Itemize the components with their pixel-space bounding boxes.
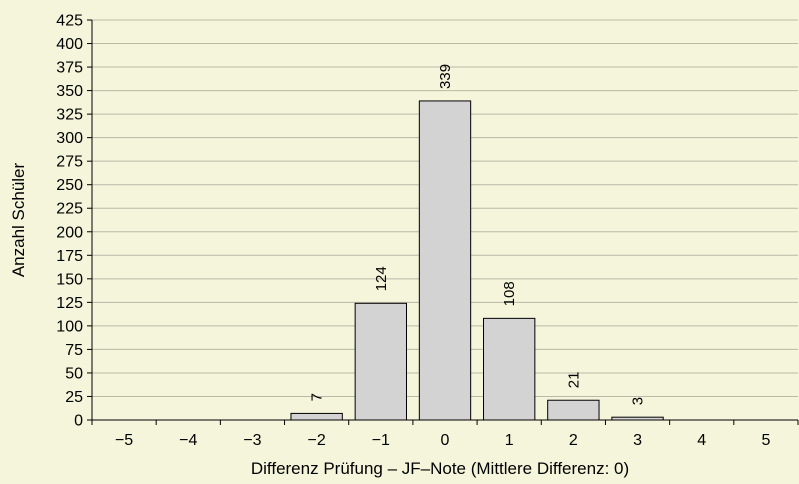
bar-7 bbox=[547, 399, 600, 421]
y-tick-label: 325 bbox=[56, 107, 83, 124]
y-tick-label: 25 bbox=[65, 389, 83, 406]
data-label-3: 7 bbox=[309, 393, 326, 401]
data-label-8: 3 bbox=[630, 397, 647, 405]
data-label-4: 124 bbox=[373, 266, 390, 291]
x-axis-title: Differenz Prüfung – JF–Note (Mittlere Di… bbox=[251, 459, 629, 478]
x-tick-label: 5 bbox=[761, 432, 770, 449]
data-label-5: 339 bbox=[437, 64, 454, 89]
y-tick-label: 175 bbox=[56, 248, 83, 265]
y-tick-label: 400 bbox=[56, 36, 83, 53]
y-tick-label: 275 bbox=[56, 154, 83, 171]
axes bbox=[91, 20, 798, 425]
x-tick-label: 1 bbox=[505, 432, 514, 449]
bar-3 bbox=[290, 412, 343, 421]
bar-5 bbox=[418, 100, 472, 421]
bar-6 bbox=[483, 317, 536, 421]
x-tick-label: 4 bbox=[697, 432, 706, 449]
y-tick-label: 250 bbox=[56, 177, 83, 194]
y-tick-label: 225 bbox=[56, 201, 83, 218]
data-labels: 7 124 339 108 21 3 bbox=[309, 64, 647, 405]
x-tick-label: 3 bbox=[633, 432, 642, 449]
y-tick-label: 75 bbox=[65, 342, 83, 359]
bar-4 bbox=[354, 302, 407, 421]
y-tick-label: 375 bbox=[56, 60, 83, 77]
x-tick-label: −2 bbox=[308, 432, 326, 449]
y-tick-label: 100 bbox=[56, 318, 83, 335]
y-tick-label: 150 bbox=[56, 271, 83, 288]
y-tick-label: 50 bbox=[65, 365, 83, 382]
y-tick-label: 300 bbox=[56, 130, 83, 147]
x-tick-label: −4 bbox=[179, 432, 197, 449]
y-axis-ticks: 0 25 50 75 100 125 150 175 200 225 250 275 300 325 350… bbox=[56, 13, 92, 430]
x-tick-label: −1 bbox=[372, 432, 390, 449]
x-tick-label: −5 bbox=[115, 432, 133, 449]
y-axis-title: Anzahl Schüler bbox=[9, 162, 28, 277]
y-tick-label: 200 bbox=[56, 224, 83, 241]
data-label-6: 108 bbox=[501, 281, 518, 306]
y-tick-label: 0 bbox=[74, 413, 83, 430]
data-label-7: 21 bbox=[565, 372, 582, 389]
x-tick-label: 0 bbox=[441, 432, 450, 449]
x-axis-ticks: −5 −4 −3 −2 −1 0 1 2 3 4 5 bbox=[115, 420, 799, 449]
x-tick-label: 2 bbox=[569, 432, 578, 449]
y-tick-label: 125 bbox=[56, 295, 83, 312]
bars bbox=[290, 100, 664, 421]
y-tick-label: 425 bbox=[56, 13, 83, 30]
y-tick-label: 350 bbox=[56, 83, 83, 100]
x-tick-label: −3 bbox=[243, 432, 261, 449]
